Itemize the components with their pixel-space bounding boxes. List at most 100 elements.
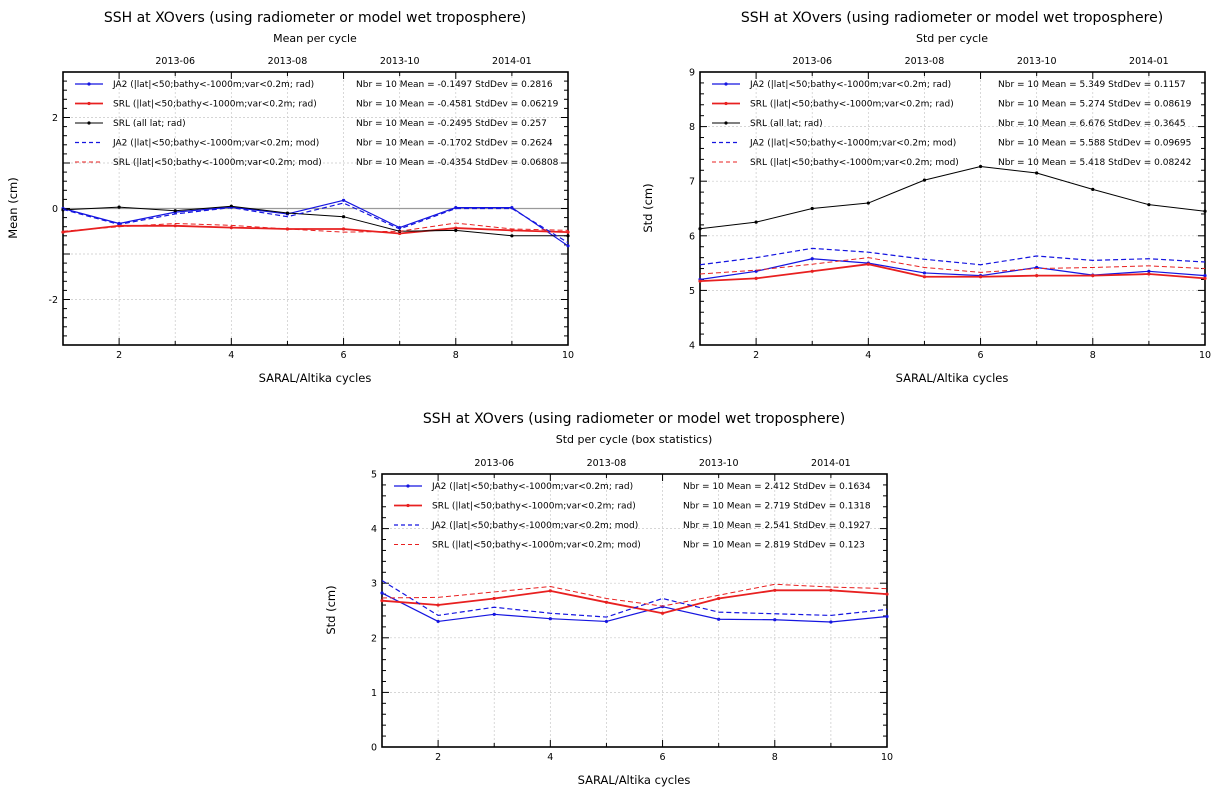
series-line bbox=[62, 199, 569, 247]
y-tick-label: 4 bbox=[371, 524, 377, 535]
data-point bbox=[1147, 203, 1151, 207]
y-tick-label: 7 bbox=[689, 177, 695, 188]
series-line bbox=[62, 222, 569, 233]
legend-stats: Nbr = 10 Mean = -0.4354 StdDev = 0.06808 bbox=[356, 158, 559, 168]
data-point bbox=[436, 619, 440, 624]
data-point bbox=[829, 588, 833, 592]
chart-subtitle: Mean per cycle bbox=[273, 32, 357, 45]
data-point bbox=[754, 276, 758, 280]
chart-panel-std: SSH at XOvers (using radiometer or model… bbox=[641, 10, 1211, 385]
legend-label: JA2 (|lat|<50;bathy<-1000m;var<0.2m; rad… bbox=[112, 80, 314, 90]
legend-label: JA2 (|lat|<50;bathy<-1000m;var<0.2m; rad… bbox=[749, 80, 951, 90]
data-point bbox=[866, 262, 870, 266]
top-date-tick-label: 2013-08 bbox=[587, 458, 627, 469]
chart-panel-mean: SSH at XOvers (using radiometer or model… bbox=[6, 10, 574, 385]
data-point bbox=[810, 257, 814, 261]
x-tick-label: 2 bbox=[435, 752, 441, 763]
x-tick-label: 4 bbox=[228, 350, 234, 361]
data-point bbox=[1147, 269, 1151, 273]
data-point bbox=[829, 620, 833, 624]
legend-label: SRL (|lat|<50;bathy<-1000m;var<0.2m; mod… bbox=[113, 158, 322, 168]
data-point bbox=[510, 228, 514, 232]
data-point bbox=[922, 178, 927, 182]
chart-subtitle: Std per cycle (box statistics) bbox=[556, 433, 712, 446]
data-point bbox=[566, 244, 570, 248]
legend-marker bbox=[87, 82, 91, 86]
x-tick-label: 6 bbox=[341, 350, 347, 361]
y-tick-label: 2 bbox=[52, 113, 58, 124]
data-point bbox=[548, 589, 552, 593]
data-point bbox=[978, 275, 983, 279]
y-tick-label: 3 bbox=[371, 579, 377, 590]
legend-stats: Nbr = 10 Mean = 5.349 StdDev = 0.1157 bbox=[998, 80, 1186, 90]
data-point bbox=[454, 226, 458, 230]
top-date-tick-label: 2013-06 bbox=[155, 56, 195, 67]
data-point bbox=[341, 227, 346, 231]
y-tick-label: 0 bbox=[371, 743, 377, 754]
legend: JA2 (|lat|<50;bathy<-1000m;var<0.2m; rad… bbox=[712, 80, 1192, 168]
legend-stats: Nbr = 10 Mean = 5.588 StdDev = 0.09695 bbox=[998, 139, 1191, 149]
legend-label: SRL (|lat|<50;bathy<-1000m;var<0.2m; mod… bbox=[750, 158, 959, 168]
y-tick-label: 0 bbox=[52, 204, 58, 215]
x-axis-label: SARAL/Altika cycles bbox=[896, 371, 1009, 385]
series-line bbox=[699, 263, 1206, 283]
data-point bbox=[380, 599, 384, 603]
y-tick-label: 8 bbox=[689, 122, 695, 133]
data-point bbox=[380, 591, 384, 595]
data-point bbox=[773, 588, 777, 592]
data-point bbox=[1091, 187, 1095, 191]
legend-label: SRL (|lat|<50;bathy<-1000m;var<0.2m; rad… bbox=[113, 100, 317, 110]
chart-panel-box-std: SSH at XOvers (using radiometer or model… bbox=[324, 411, 893, 787]
data-point bbox=[717, 596, 721, 601]
series-line bbox=[381, 579, 888, 618]
data-point bbox=[1203, 274, 1207, 278]
y-tick-label: 5 bbox=[689, 286, 695, 297]
legend-stats: Nbr = 10 Mean = 5.418 StdDev = 0.08242 bbox=[998, 158, 1191, 168]
data-point bbox=[492, 596, 496, 601]
legend-marker bbox=[406, 484, 410, 488]
x-tick-label: 8 bbox=[1090, 350, 1096, 361]
data-point bbox=[885, 614, 889, 619]
data-point bbox=[1147, 272, 1151, 276]
data-point bbox=[285, 211, 290, 215]
data-point bbox=[341, 215, 346, 219]
data-point bbox=[922, 271, 927, 275]
x-tick-label: 6 bbox=[660, 752, 666, 763]
data-point bbox=[436, 603, 440, 607]
x-tick-label: 8 bbox=[772, 752, 778, 763]
chart-title: SSH at XOvers (using radiometer or model… bbox=[423, 411, 845, 427]
data-point bbox=[173, 209, 177, 213]
data-point bbox=[698, 279, 702, 283]
x-tick-label: 2 bbox=[753, 350, 759, 361]
x-axis-label: SARAL/Altika cycles bbox=[259, 371, 372, 385]
y-tick-label: 4 bbox=[689, 341, 695, 352]
x-tick-label: 4 bbox=[547, 752, 553, 763]
top-date-tick-label: 2013-08 bbox=[268, 56, 308, 67]
series-line bbox=[381, 592, 888, 623]
legend-marker bbox=[406, 503, 410, 508]
legend-label: SRL (all lat; rad) bbox=[750, 119, 823, 129]
top-date-tick-label: 2014-01 bbox=[1129, 56, 1169, 67]
data-point bbox=[698, 227, 702, 231]
plot-frame bbox=[699, 71, 1206, 346]
legend-stats: Nbr = 10 Mean = -0.4581 StdDev = 0.06219 bbox=[356, 100, 559, 110]
data-point bbox=[341, 198, 346, 202]
legend-marker bbox=[724, 101, 728, 106]
legend-label: JA2 (|lat|<50;bathy<-1000m;var<0.2m; mod… bbox=[431, 521, 638, 531]
legend-marker bbox=[724, 121, 728, 125]
top-date-tick-label: 2013-10 bbox=[1017, 56, 1057, 67]
series-line bbox=[62, 224, 569, 235]
x-tick-label: 10 bbox=[881, 752, 893, 763]
y-tick-label: 1 bbox=[371, 688, 377, 699]
legend-stats: Nbr = 10 Mean = 6.676 StdDev = 0.3645 bbox=[998, 119, 1186, 129]
data-point bbox=[117, 205, 121, 209]
legend-stats: Nbr = 10 Mean = -0.2495 StdDev = 0.257 bbox=[356, 119, 547, 129]
x-tick-label: 8 bbox=[453, 350, 459, 361]
legend-stats: Nbr = 10 Mean = 2.541 StdDev = 0.1927 bbox=[683, 521, 871, 531]
data-point bbox=[1091, 274, 1095, 278]
plot-frame bbox=[381, 473, 888, 748]
y-tick-label: 9 bbox=[689, 68, 695, 79]
y-tick-label: -2 bbox=[49, 295, 58, 306]
legend-stats: Nbr = 10 Mean = -0.1497 StdDev = 0.2816 bbox=[356, 80, 553, 90]
